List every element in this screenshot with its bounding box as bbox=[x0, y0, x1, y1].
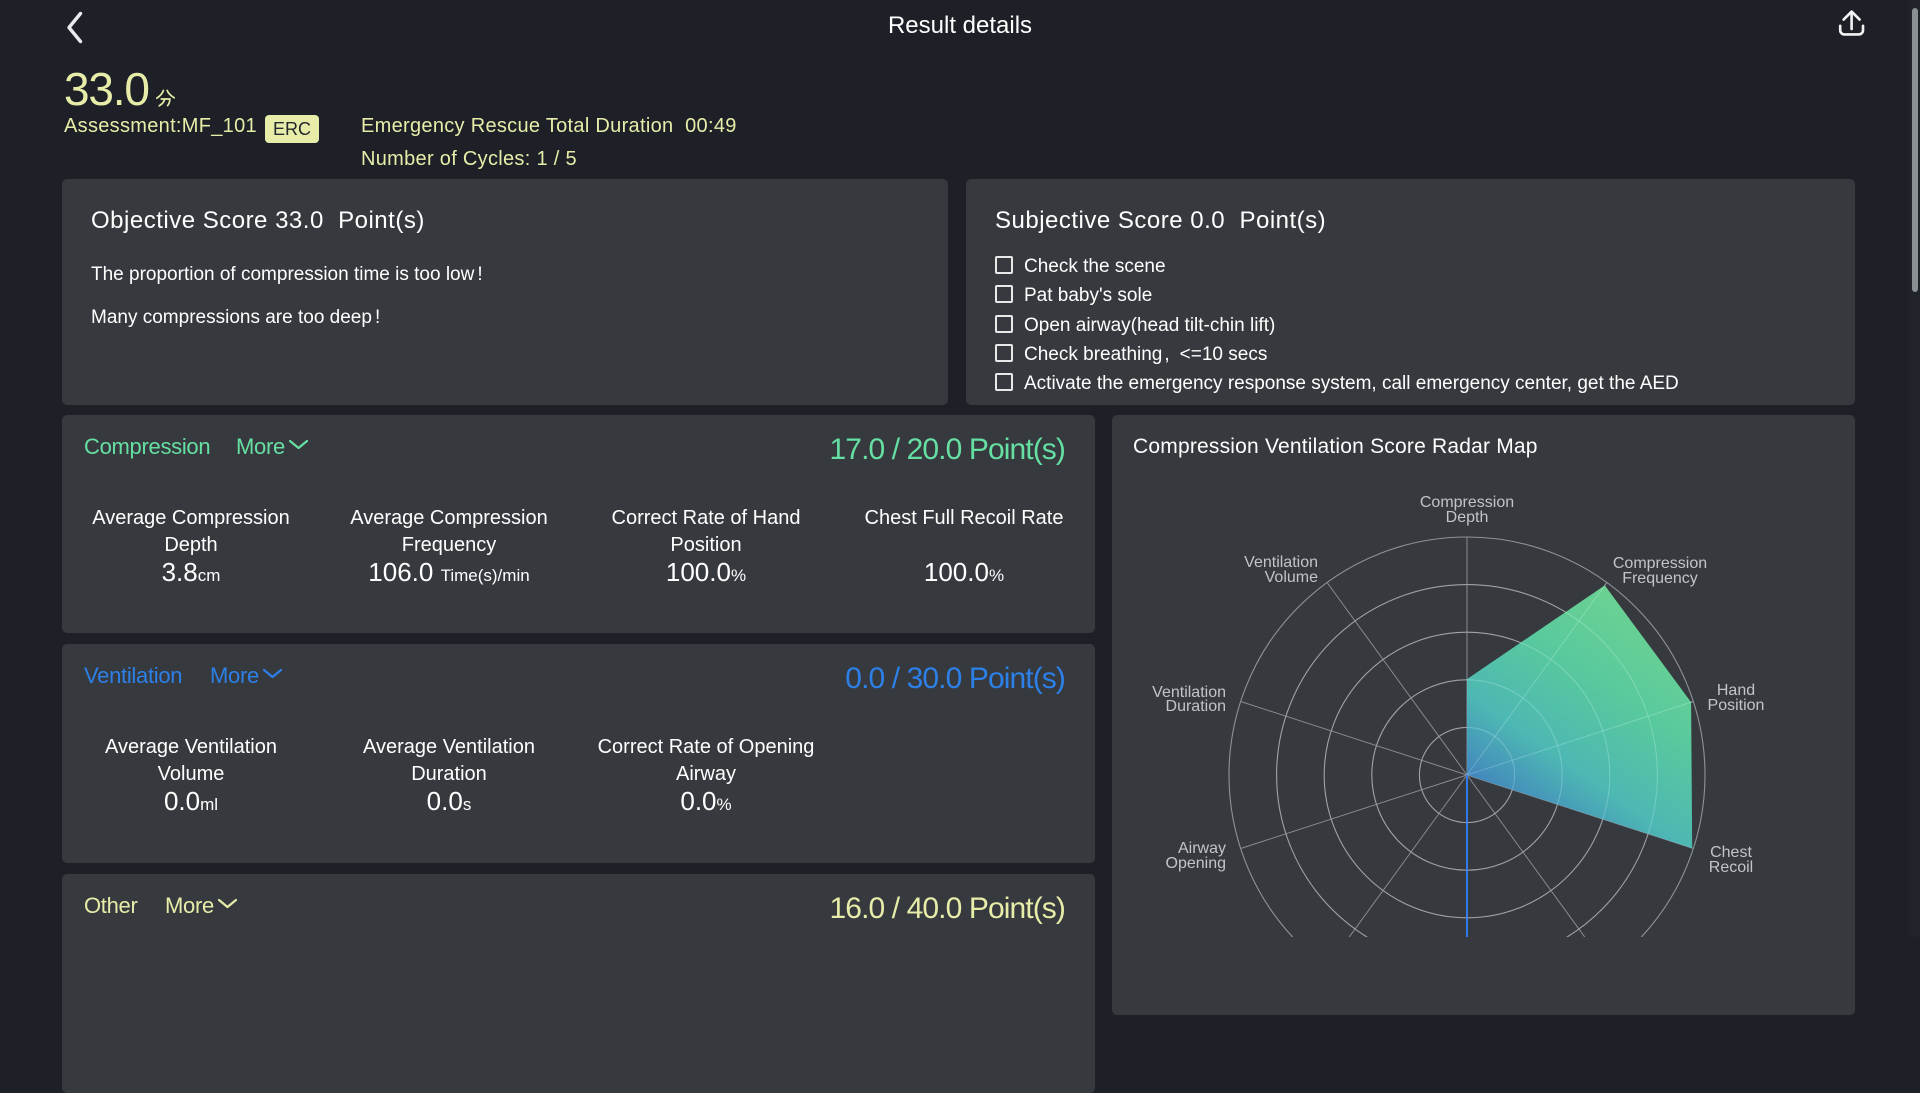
svg-text:Duration: Duration bbox=[1166, 698, 1226, 715]
svg-text:Ventilation: Ventilation bbox=[1244, 554, 1318, 571]
svg-text:Position: Position bbox=[1708, 697, 1765, 714]
svg-text:Opening: Opening bbox=[1166, 855, 1227, 872]
svg-text:Depth: Depth bbox=[1446, 509, 1489, 526]
svg-text:Compression: Compression bbox=[1420, 494, 1514, 511]
svg-text:Chest: Chest bbox=[1710, 844, 1752, 861]
svg-text:Ventilation: Ventilation bbox=[1152, 684, 1226, 701]
svg-text:Frequency: Frequency bbox=[1622, 570, 1698, 587]
svg-text:Hand: Hand bbox=[1717, 682, 1755, 699]
svg-text:Airway: Airway bbox=[1178, 840, 1226, 857]
svg-text:Volume: Volume bbox=[1265, 569, 1318, 586]
svg-text:Recoil: Recoil bbox=[1709, 859, 1753, 876]
svg-text:Compression: Compression bbox=[1613, 555, 1707, 572]
